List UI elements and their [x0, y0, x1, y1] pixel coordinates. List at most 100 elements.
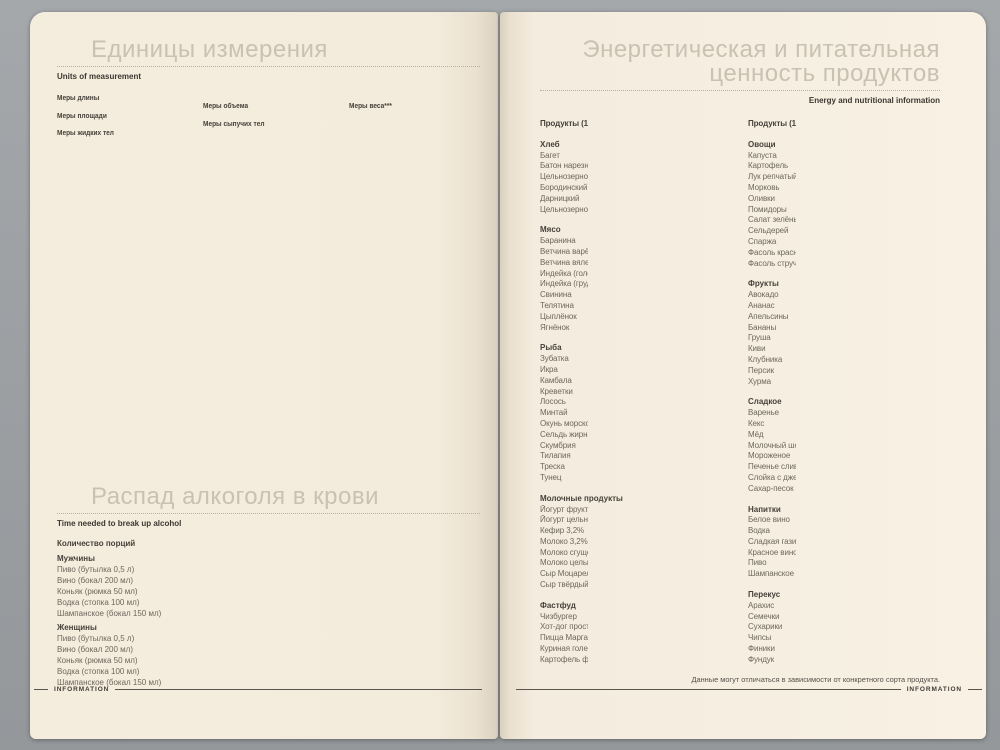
food-value — [696, 312, 732, 323]
food-section-title: Овощи — [748, 139, 776, 149]
food-value — [868, 194, 904, 205]
food-value — [868, 151, 904, 162]
food-value — [796, 473, 832, 484]
food-name: Оливки — [748, 193, 775, 203]
value-column-header — [868, 119, 904, 130]
food-value — [904, 312, 940, 323]
food-value — [832, 366, 868, 377]
nutrition-title: Энергетическая и питательная ценность пр… — [582, 36, 940, 87]
food-value — [588, 269, 624, 280]
hours-value — [413, 597, 460, 608]
hours-value — [320, 564, 367, 575]
food-row: Авокадо — [748, 290, 940, 301]
food-value — [588, 622, 624, 633]
food-value — [624, 194, 660, 205]
food-value — [588, 183, 624, 194]
alcohol-row: Водка (стопка 100 мл) — [57, 666, 460, 677]
food-value — [696, 269, 732, 280]
food-value — [832, 526, 868, 537]
food-value — [696, 441, 732, 452]
hours-value — [227, 644, 274, 655]
food-value — [588, 655, 624, 666]
food-row: Водка — [748, 526, 940, 537]
food-row: Йогурт фруктовый — [540, 505, 732, 516]
food-row: Молоко 3,2% — [540, 537, 732, 548]
food-name: Ветчина варёная — [540, 246, 588, 256]
food-value — [624, 580, 660, 591]
food-row: Ягнёнок — [540, 323, 732, 334]
food-value — [660, 387, 696, 398]
footer-dash — [34, 689, 48, 690]
food-value — [660, 612, 696, 623]
food-name: Картофель фри — [540, 654, 588, 664]
food-value — [904, 205, 940, 216]
food-name: Цыплёнок — [540, 311, 577, 321]
measurement-block-heading: Меры объема — [203, 101, 249, 110]
food-row: Фасоль красная — [748, 248, 940, 259]
food-section-title: Мясо — [540, 225, 561, 235]
food-value — [904, 366, 940, 377]
food-value — [796, 161, 832, 172]
food-value — [796, 237, 832, 248]
alcohol-row: Пиво (бутылка 0,5 л) — [57, 633, 460, 644]
food-value — [832, 377, 868, 388]
nutrition-notes: Данные могут отличаться в зависимости от… — [540, 675, 940, 686]
hours-value — [367, 586, 414, 597]
food-value — [696, 462, 732, 473]
food-value — [696, 236, 732, 247]
food-row: Чипсы — [748, 633, 940, 644]
food-name: Сельдь жирная — [540, 429, 588, 439]
food-name: Молочный шоколад — [748, 440, 796, 450]
food-name: Треска — [540, 462, 565, 472]
food-value — [832, 248, 868, 259]
food-value — [660, 397, 696, 408]
food-value — [904, 408, 940, 419]
food-value — [660, 580, 696, 591]
food-value — [696, 279, 732, 290]
food-section: Хлеб Багет — [540, 140, 732, 216]
food-value — [868, 537, 904, 548]
food-value — [904, 655, 940, 666]
hours-value — [274, 633, 321, 644]
measurement-block: Меры длины — [57, 93, 193, 103]
food-value — [868, 633, 904, 644]
alcohol-row: Шампанское (бокал 150 мл) — [57, 608, 460, 619]
food-section: Овощи Капуста — [748, 140, 940, 270]
food-value — [868, 215, 904, 226]
food-value — [660, 323, 696, 334]
food-name: Индейка (грудка) — [540, 279, 588, 289]
food-name: Арахис — [748, 600, 775, 610]
food-value — [832, 215, 868, 226]
measurement-block: Меры площади — [57, 111, 193, 121]
food-row: Молочный шоколад — [748, 441, 940, 452]
food-value — [696, 408, 732, 419]
title-divider — [57, 513, 480, 514]
food-value — [832, 462, 868, 473]
food-value — [868, 226, 904, 237]
food-value — [588, 505, 624, 516]
measurement-column: Меры веса*** — [349, 93, 485, 465]
food-value — [660, 151, 696, 162]
food-value — [696, 290, 732, 301]
measurement-column: Меры объема — [203, 93, 339, 465]
food-name: Баранина — [540, 236, 576, 246]
alcohol-group: Женщины Пиво (бутылка 0,5 л) — [57, 622, 460, 688]
hours-value — [367, 666, 414, 677]
food-value — [832, 655, 868, 666]
hours-value — [320, 633, 367, 644]
food-value — [868, 601, 904, 612]
food-name: Дарницкий — [540, 193, 580, 203]
hours-value — [274, 608, 321, 619]
food-name: Скумбрия — [540, 440, 576, 450]
food-value — [660, 430, 696, 441]
food-name: Молоко сгущённое — [540, 547, 588, 557]
food-value — [696, 473, 732, 484]
food-value — [660, 172, 696, 183]
food-value — [588, 397, 624, 408]
food-row: Тунец — [540, 473, 732, 484]
food-value — [832, 408, 868, 419]
food-row: Скумбрия — [540, 441, 732, 452]
food-value — [588, 558, 624, 569]
food-value — [696, 376, 732, 387]
food-value — [832, 226, 868, 237]
